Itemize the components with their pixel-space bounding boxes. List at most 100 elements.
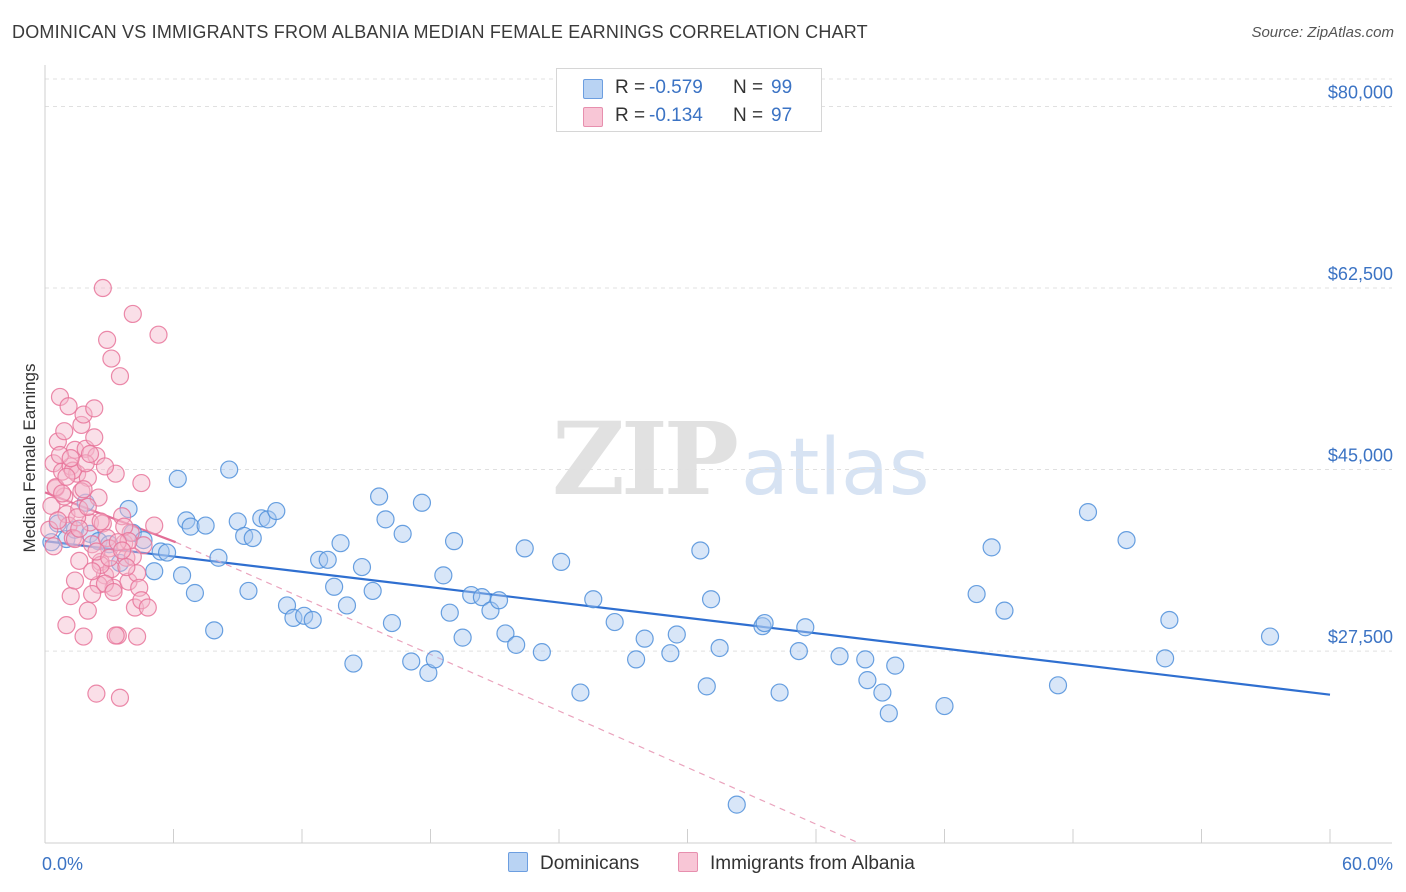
legend-item-dominicans[interactable]: Dominicans: [508, 852, 639, 875]
trend-lines: [44, 491, 1331, 844]
dominican-point: [440, 603, 459, 622]
albania-point: [61, 449, 80, 468]
dominican-point: [363, 581, 382, 601]
albania-point: [65, 529, 85, 549]
dominican-point: [172, 566, 192, 585]
albania-point: [48, 432, 67, 451]
dominican-point: [755, 613, 774, 633]
albania-point: [83, 584, 102, 604]
watermark-atlas: atlas: [740, 423, 930, 513]
albania-point: [78, 497, 97, 517]
dominican-point: [295, 606, 314, 625]
r-value: -0.134: [649, 105, 703, 126]
dominican-point: [626, 650, 646, 669]
dominican-point: [1160, 610, 1179, 630]
albania-point: [123, 304, 142, 324]
dominican-point: [1117, 530, 1136, 550]
albania-point: [115, 517, 134, 536]
n-label: N =: [733, 105, 764, 126]
blue-swatch-icon: [508, 852, 528, 872]
source-label: Source: ZipAtlas.com: [1251, 24, 1394, 41]
dominican-point: [1155, 649, 1175, 668]
dominican-point: [753, 617, 772, 636]
dominican-point: [584, 590, 603, 609]
albania-point: [87, 684, 106, 703]
x-tick-label-min: 0.0%: [42, 854, 83, 874]
y-tick-label: $45,000: [1328, 446, 1393, 466]
dominican-point: [267, 501, 286, 521]
albania-point: [127, 627, 147, 646]
dominican-point: [119, 499, 138, 519]
albania-point: [125, 598, 145, 617]
albania-point: [55, 422, 74, 441]
dominican-point: [453, 628, 472, 647]
albania-point: [44, 537, 63, 556]
albania-point: [80, 444, 100, 464]
dominican-point: [1048, 676, 1068, 695]
legend-label-dominicans: Dominicans: [540, 853, 640, 874]
albania-trend-extension: [175, 541, 860, 844]
legend-item-albania[interactable]: Immigrants from Albania: [678, 852, 915, 875]
dominican-point: [697, 677, 716, 696]
albania-point: [70, 519, 89, 538]
r-value: -0.579: [649, 77, 703, 98]
dominican-point: [425, 650, 444, 669]
y-tick-label: $62,500: [1328, 264, 1393, 284]
albania-point: [104, 582, 123, 602]
albania-point: [132, 591, 151, 610]
albania-point: [83, 562, 102, 581]
albania-point: [98, 330, 117, 349]
dominican-point: [701, 590, 721, 609]
dominican-point: [635, 629, 654, 648]
albania-point: [106, 626, 125, 645]
y-tick-label: $80,000: [1328, 82, 1393, 102]
dominican-point: [337, 596, 357, 615]
dominican-point: [185, 583, 205, 603]
dominican-point: [770, 683, 789, 702]
y-axis-label: Median Female Earnings: [20, 364, 39, 553]
dominican-point: [252, 509, 271, 528]
albania-point: [106, 464, 125, 483]
albania-point: [110, 367, 130, 386]
dominican-point: [489, 591, 509, 610]
dominican-point: [830, 647, 849, 666]
dominican-point: [796, 618, 815, 637]
albania-point: [59, 397, 78, 416]
albania-point: [65, 571, 85, 590]
n-label: N =: [733, 77, 764, 98]
dominican-point: [181, 517, 200, 536]
albania-point: [74, 480, 93, 499]
dominican-point: [196, 516, 215, 535]
pink-swatch-icon: [678, 852, 698, 872]
dominican-point: [376, 510, 395, 529]
blue-swatch-icon: [583, 79, 603, 99]
dominican-point: [858, 671, 877, 690]
y-tick-label: $27,500: [1328, 627, 1393, 647]
dominican-point: [331, 534, 350, 553]
albania-point: [70, 551, 89, 570]
albania-point: [78, 601, 97, 620]
series-legend: Dominicans Immigrants from Albania: [0, 852, 1406, 878]
dominican-point: [515, 539, 534, 558]
stats-legend: R = -0.579 N = 99 R = -0.134 N = 97: [556, 68, 822, 132]
dominican-point: [157, 543, 177, 562]
dominican-point: [325, 577, 344, 596]
axes: [44, 65, 1392, 844]
axis-labels: $27,500 $45,000 $62,500 $80,000 0.0% 60.0% Med…: [20, 82, 1393, 874]
dominican-point: [168, 469, 187, 488]
dominican-point: [303, 610, 322, 630]
dominican-point: [710, 638, 729, 658]
dominican-point: [382, 613, 402, 633]
n-value: 99: [771, 77, 793, 98]
albania-point: [138, 598, 157, 617]
albania-point: [61, 587, 80, 606]
dominican-point: [393, 524, 412, 543]
albania-point: [108, 533, 127, 552]
albania-point: [117, 557, 136, 577]
dominican-point: [205, 621, 224, 640]
dominican-point: [318, 550, 337, 569]
dominican-point: [552, 552, 571, 571]
pink-swatch-icon: [583, 107, 603, 127]
dominican-point: [444, 532, 464, 551]
watermark: ZIPatlas: [552, 400, 929, 518]
